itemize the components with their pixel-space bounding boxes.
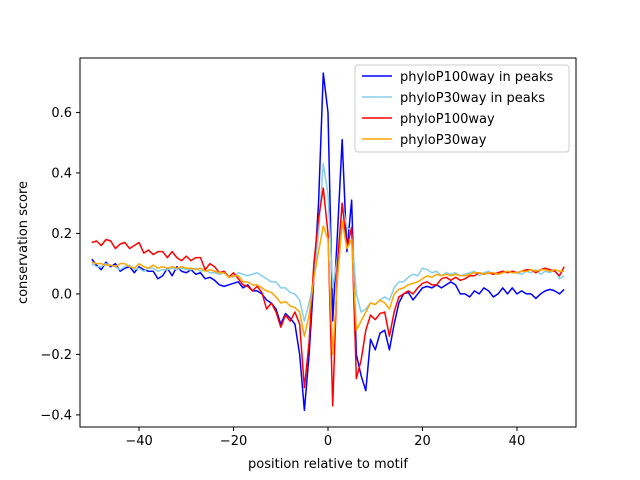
y-axis-label: conservation score (16, 181, 31, 304)
legend-label: phyloP30way (400, 133, 487, 148)
series-layer (91, 72, 565, 412)
x-tick-label: −40 (125, 434, 152, 449)
legend-label: phyloP100way (400, 112, 495, 127)
series-line-phylop30way (91, 220, 565, 356)
y-tick-label: 0.4 (51, 166, 72, 181)
x-tick-label: 40 (509, 434, 526, 449)
legend-label: phyloP100way in peaks (400, 70, 554, 85)
y-tick-label: −0.2 (40, 348, 72, 363)
y-tick-label: 0.6 (51, 106, 72, 121)
y-tick-label: 0.0 (51, 287, 72, 302)
x-tick-label: 20 (414, 434, 431, 449)
x-axis-label: position relative to motif (248, 457, 408, 472)
series-line-phylop30way-in-peaks (91, 163, 565, 322)
x-tick-label: −20 (220, 434, 247, 449)
legend-box (354, 64, 570, 153)
y-tick-label: 0.2 (51, 227, 72, 242)
y-axis: −0.4 −0.2 0.0 0.2 0.4 0.6 (40, 106, 80, 423)
x-axis: −40 −20 0 20 40 (125, 427, 525, 449)
legend: phyloP100way in peaks phyloP30way in peak… (354, 64, 570, 153)
legend-label: phyloP30way in peaks (400, 91, 545, 106)
x-tick-label: 0 (324, 434, 332, 449)
series-line-phylop100way-in-peaks (91, 72, 565, 412)
y-tick-label: −0.4 (40, 408, 72, 423)
